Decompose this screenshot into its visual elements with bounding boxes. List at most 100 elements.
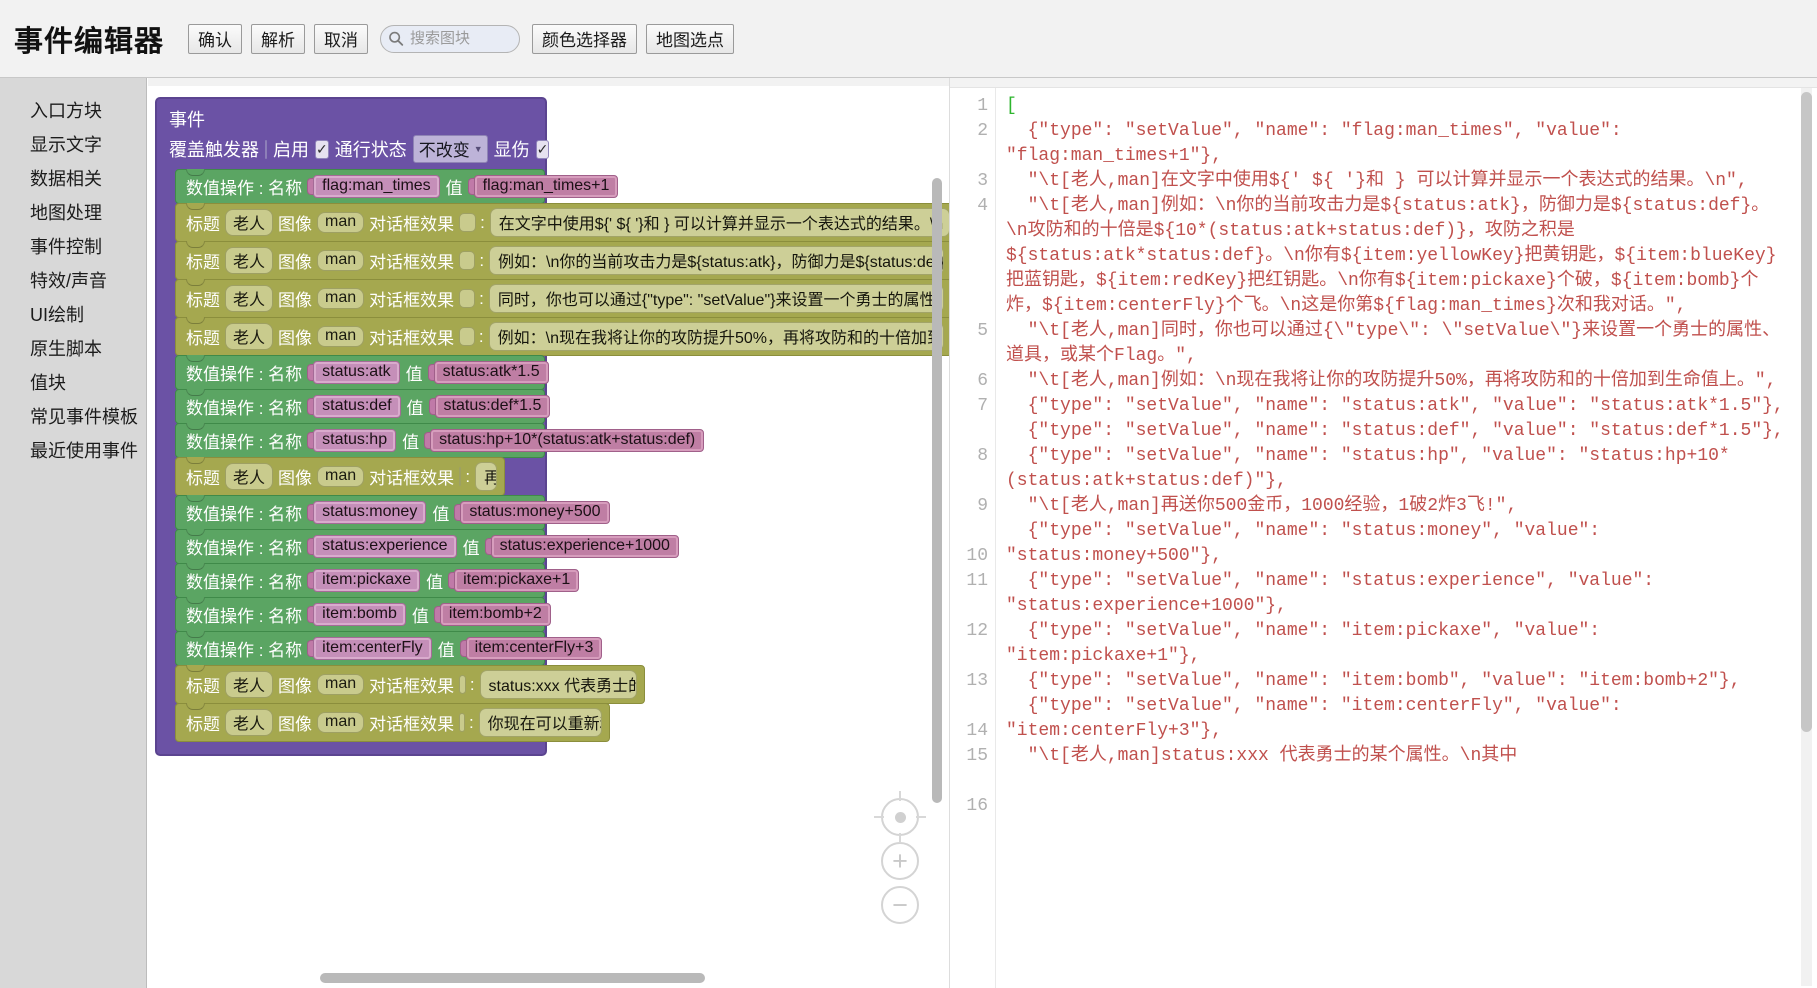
name-socket[interactable]: status:def (307, 395, 401, 418)
canvas-vertical-scrollbar[interactable] (932, 178, 942, 803)
dialog-effect-toggle[interactable] (459, 213, 477, 232)
cancel-button[interactable]: 取消 (314, 23, 369, 54)
name-socket[interactable]: item:centerFly (307, 637, 432, 660)
override-trigger-toggle[interactable] (265, 139, 267, 159)
sidebar-item-recent-events[interactable]: 最近使用事件 (30, 441, 138, 461)
sidebar-item-event-control[interactable]: 事件控制 (30, 237, 102, 257)
sidebar-item-value-block[interactable]: 值块 (30, 373, 66, 393)
sidebar-item-common-template[interactable]: 常见事件模板 (30, 407, 138, 427)
code-editor[interactable]: 1 2 3 4 5 6 7 8 9 10 11 12 13 14 15 16 [ {"type": "setV… (950, 88, 1817, 988)
expr-socket[interactable]: status:money+500 (454, 501, 610, 524)
set-value-block[interactable]: 数值操作 : 名称 item:pickaxe 值 item:pickaxe+1 (175, 563, 580, 598)
value-name-field[interactable]: item:bomb (313, 603, 406, 626)
set-value-block[interactable]: 数值操作 : 名称 item:bomb 值 item:bomb+2 (175, 597, 551, 632)
expr-socket[interactable]: item:pickaxe+1 (448, 569, 580, 592)
sidebar-item-effect-sound[interactable]: 特效/声音 (30, 271, 108, 291)
sidebar-item-entry-block[interactable]: 入口方块 (30, 101, 102, 121)
value-name-field[interactable]: item:centerFly (313, 637, 432, 660)
value-name-field[interactable]: status:atk (313, 361, 400, 384)
enable-checkbox[interactable]: ✓ (315, 139, 329, 159)
value-name-field[interactable]: status:def (313, 395, 401, 418)
passable-dropdown[interactable]: 不改变 ▼ (412, 135, 488, 163)
name-socket[interactable]: status:experience (307, 535, 457, 558)
block-canvas[interactable]: 事件 覆盖触发器 启用 ✓ 通行状态 不改变 ▼ 显伤 ✓ 数值操作 : 名称 f… (148, 78, 949, 988)
dialog-text-field[interactable]: 在文字中使用${' ${ '}和 } 可以计算并显示一个表达式的结果。\n (489, 208, 949, 237)
value-name-field[interactable]: flag:man_times (313, 175, 440, 198)
show-text-block[interactable]: 标题老人图像man对话框效果:你现在可以重新和我进行对话，进一步看到属性值的改变… (175, 703, 610, 742)
sidebar-item-ui-draw[interactable]: UI绘制 (30, 305, 84, 325)
speaker-field[interactable]: 老人 (225, 463, 274, 490)
dialog-text-field[interactable]: 你现在可以重新和我进行对话，进一步看到属性值的改变。 (478, 708, 602, 737)
image-field[interactable]: man (317, 712, 365, 733)
name-socket[interactable]: item:pickaxe (307, 569, 421, 592)
show-text-block[interactable]: 标题 老人 图像 man 对话框效果: 在文字中使用${' ${ '}和 } 可以计算并显… (175, 203, 949, 242)
sidebar-item-map[interactable]: 地图处理 (30, 203, 102, 223)
zoom-out-button[interactable]: − (881, 886, 919, 924)
name-socket[interactable]: status:atk (307, 361, 400, 384)
expr-socket[interactable]: status:hp+10*(status:atk+status:def) (424, 429, 705, 452)
set-value-block[interactable]: 数值操作 : 名称 status:experience 值 status:experi… (175, 529, 679, 564)
map-point-button[interactable]: 地图选点 (646, 23, 735, 54)
value-expr-field[interactable]: flag:man_times+1 (473, 175, 619, 198)
damage-checkbox[interactable]: ✓ (535, 139, 550, 159)
search-input[interactable] (408, 29, 509, 48)
set-value-block[interactable]: 数值操作 : 名称 flag:man_times 值 flag:man_times+1 (175, 169, 619, 204)
image-field[interactable]: man (317, 288, 365, 309)
expr-socket[interactable]: status:atk*1.5 (427, 361, 549, 384)
dialog-effect-toggle[interactable] (459, 713, 465, 732)
dialog-text-field[interactable]: status:xxx 代表勇士的某个属性。\n其中xxx可取hp, atk, d… (479, 670, 637, 699)
show-text-block[interactable]: 标题 老人 图像 man 对话框效果: 同时，你也可以通过{"type": "setVal… (175, 279, 949, 318)
set-value-block[interactable]: 数值操作 : 名称 status:hp 值 status:hp+10*(status:… (175, 423, 705, 458)
value-name-field[interactable]: item:pickaxe (313, 569, 421, 592)
sidebar-item-native-script[interactable]: 原生脚本 (30, 339, 102, 359)
dialog-text-field[interactable]: 再送你500金币，1000经验，1破2炸3飞! (475, 462, 497, 491)
set-value-block[interactable]: 数值操作 : 名称 item:centerFly 值 item:centerFly+3 (175, 631, 603, 666)
speaker-field[interactable]: 老人 (225, 285, 274, 312)
name-socket[interactable]: status:money (307, 501, 427, 524)
name-socket[interactable]: item:bomb (307, 603, 406, 626)
image-field[interactable]: man (317, 212, 365, 233)
expr-socket[interactable]: item:centerFly+3 (459, 637, 603, 660)
value-expr-field[interactable]: item:pickaxe+1 (454, 569, 580, 592)
json-code-panel[interactable]: 1 2 3 4 5 6 7 8 9 10 11 12 13 14 15 16 [ {"type": "setV… (949, 78, 1817, 988)
expr-socket[interactable]: status:experience+1000 (484, 535, 679, 558)
name-socket[interactable]: status:hp (307, 429, 397, 452)
expr-socket[interactable]: status:def*1.5 (428, 395, 551, 418)
image-field[interactable]: man (317, 326, 365, 347)
speaker-field[interactable]: 老人 (225, 671, 274, 698)
dialog-text-field[interactable]: 同时，你也可以通过{"type": "setValue"}来设置一个勇士的属性、… (488, 284, 944, 313)
value-expr-field[interactable]: status:experience+1000 (490, 535, 679, 558)
search-box[interactable] (380, 24, 521, 53)
set-value-block[interactable]: 数值操作 : 名称 status:atk 值 status:atk*1.5 (175, 355, 549, 390)
sidebar-item-show-text[interactable]: 显示文字 (30, 135, 102, 155)
dialog-text-field[interactable]: 例如：\n现在我将让你的攻防提升50%，再将攻防和的十倍加到生命 (488, 322, 944, 351)
value-expr-field[interactable]: item:centerFly+3 (465, 637, 603, 660)
speaker-field[interactable]: 老人 (225, 209, 274, 236)
value-expr-field[interactable]: status:money+500 (460, 501, 610, 524)
speaker-field[interactable]: 老人 (225, 323, 274, 350)
set-value-block[interactable]: 数值操作 : 名称 status:money 值 status:money+500 (175, 495, 610, 530)
sidebar-item-data[interactable]: 数据相关 (30, 169, 102, 189)
center-target-icon[interactable] (874, 791, 926, 843)
image-field[interactable]: man (317, 466, 365, 487)
code-vertical-scrollbar[interactable] (1801, 92, 1812, 732)
value-expr-field[interactable]: status:hp+10*(status:atk+status:def) (430, 429, 705, 452)
dialog-effect-toggle[interactable] (459, 675, 466, 694)
value-expr-field[interactable]: status:def*1.5 (434, 395, 551, 418)
canvas-horizontal-scrollbar[interactable] (320, 973, 705, 983)
code-content[interactable]: [ {"type": "setValue", "name": "flag:man… (996, 88, 1817, 988)
dialog-text-field[interactable]: 例如：\n你的当前攻击力是${status:atk}，防御力是${status:… (489, 246, 944, 275)
confirm-button[interactable]: 确认 (188, 23, 243, 54)
value-name-field[interactable]: status:hp (313, 429, 397, 452)
set-value-block[interactable]: 数值操作 : 名称 status:def 值 status:def*1.5 (175, 389, 551, 424)
speaker-field[interactable]: 老人 (225, 247, 274, 274)
color-picker-button[interactable]: 颜色选择器 (532, 23, 638, 54)
dialog-effect-toggle[interactable] (459, 251, 476, 270)
value-name-field[interactable]: status:experience (313, 535, 457, 558)
value-expr-field[interactable]: status:atk*1.5 (433, 361, 549, 384)
value-name-field[interactable]: status:money (313, 501, 427, 524)
dialog-effect-toggle[interactable] (459, 467, 462, 486)
show-text-block[interactable]: 标题 老人 图像 man 对话框效果: 例如：\n现在我将让你的攻防提升50%，再将攻防和… (175, 317, 949, 356)
